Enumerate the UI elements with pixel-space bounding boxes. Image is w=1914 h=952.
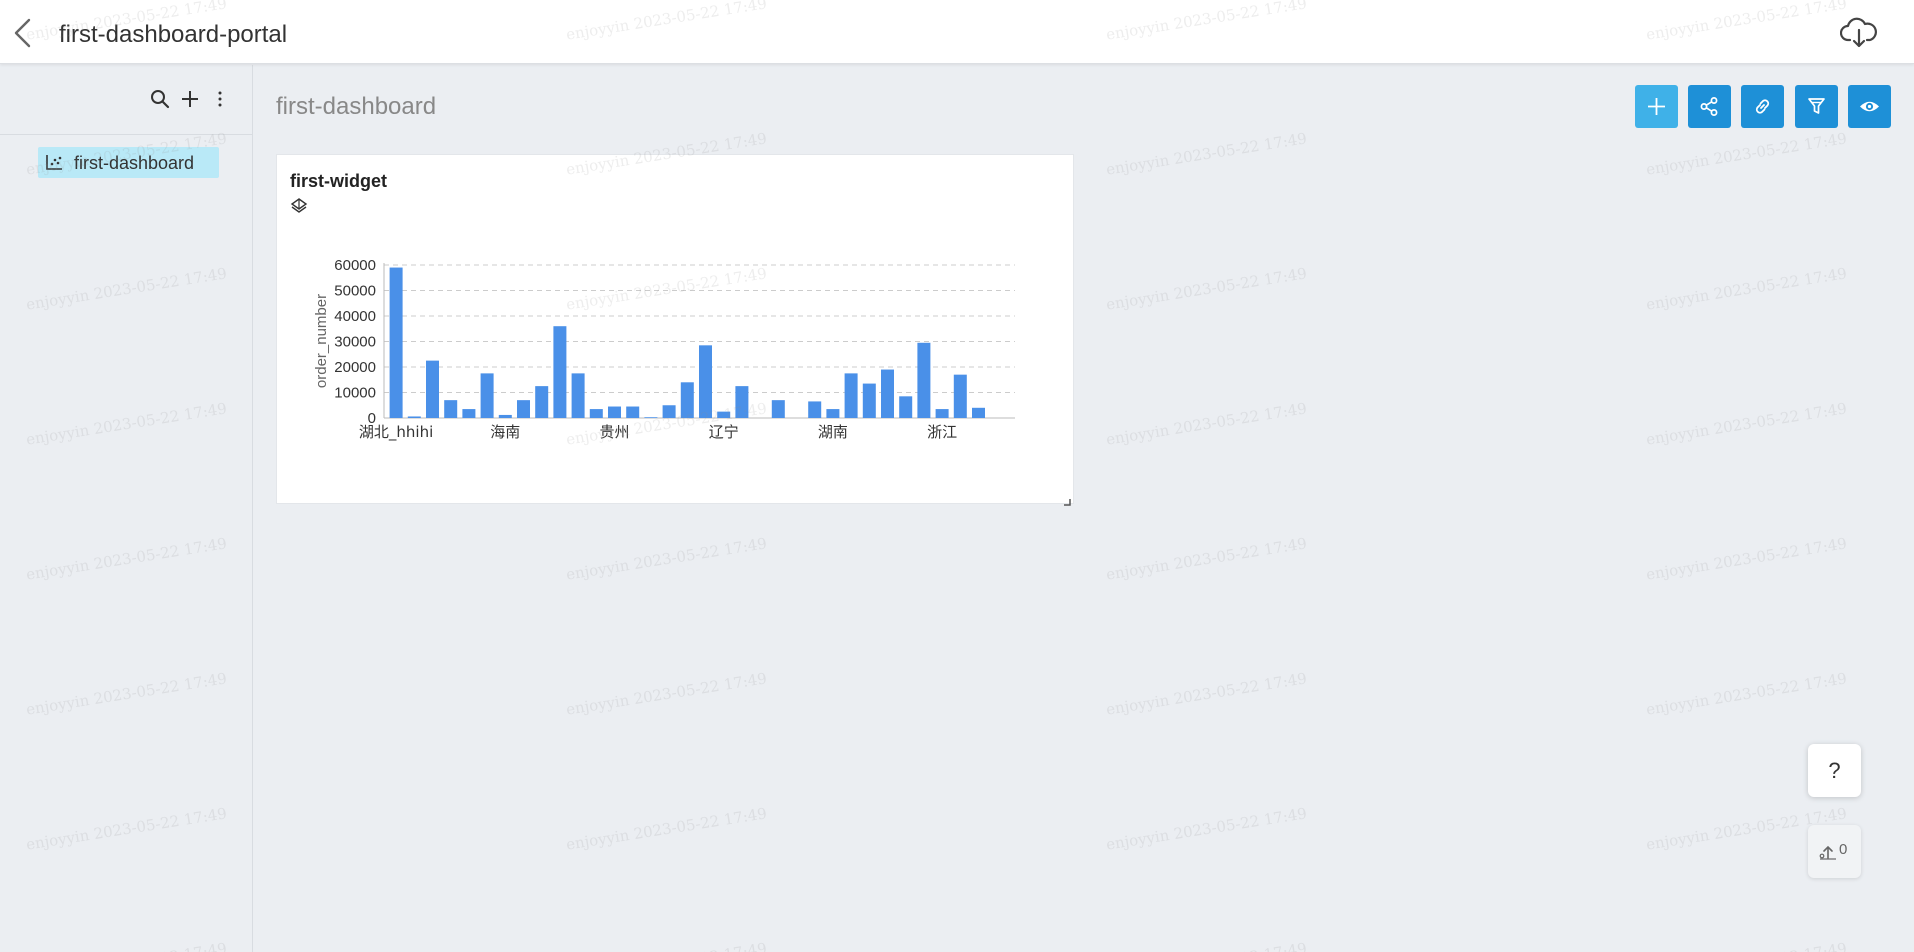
bar — [553, 326, 567, 418]
bar — [862, 383, 876, 418]
bar — [699, 345, 712, 418]
bar — [735, 386, 749, 418]
x-tick-label: 湖南 — [818, 423, 848, 441]
more-options-icon[interactable] — [209, 87, 231, 111]
y-axis-label: order_number — [313, 294, 330, 388]
y-tick-label: 30000 — [334, 334, 376, 351]
bar — [389, 267, 403, 418]
add-icon[interactable] — [179, 87, 201, 111]
bar — [517, 400, 530, 418]
watermark-text: enjoyyin 2023-05-22 17:49 — [1644, 534, 1849, 584]
bar — [480, 373, 494, 418]
chart-widget[interactable]: first-widget 0 10000 20000 30000 40000 50000 6… — [276, 154, 1074, 506]
bar — [589, 409, 603, 418]
bar — [826, 409, 840, 418]
bar — [662, 405, 676, 418]
sidebar: first-dashboard — [0, 65, 253, 952]
bar — [881, 369, 894, 418]
portal-title: first-dashboard-portal — [59, 21, 288, 48]
bar — [571, 373, 585, 418]
link-button[interactable] — [1741, 85, 1784, 128]
watermark-text: enjoyyin 2023-05-22 17:49 — [1104, 264, 1309, 314]
bar — [917, 342, 931, 418]
watermark-text: enjoyyin 2023-05-22 17:49 — [1644, 129, 1849, 179]
bar — [680, 382, 694, 418]
dashboard-title: first-dashboard — [276, 93, 437, 120]
cloud-download-icon[interactable] — [1839, 16, 1878, 50]
back-arrow-icon[interactable] — [10, 17, 36, 49]
bar — [444, 400, 458, 418]
top-bar: first-dashboard-portal — [0, 0, 1914, 64]
resize-handle-icon[interactable] — [1063, 493, 1071, 506]
y-tick-label: 20000 — [334, 359, 376, 376]
y-tick-label: 0 — [368, 410, 376, 427]
bar — [608, 406, 621, 418]
watermark-text: enjoyyin 2023-05-22 17:49 — [1104, 804, 1309, 854]
upload-count: 0 — [1839, 841, 1848, 858]
bar-chart: 0 10000 20000 30000 40000 50000 60000 order_num… — [313, 257, 1015, 442]
watermark-text: enjoyyin 2023-05-22 17:49 — [1645, 939, 1848, 952]
sidebar-toolbar — [0, 65, 253, 135]
x-tick-label: 浙江 — [927, 423, 957, 441]
watermark-text: enjoyyin 2023-05-22 17:49 — [1644, 399, 1849, 449]
preview-button[interactable] — [1848, 85, 1891, 128]
upload-button[interactable]: 0 — [1808, 825, 1861, 878]
x-tick-label: 贵州 — [599, 423, 629, 441]
help-button[interactable]: ? — [1808, 744, 1861, 797]
y-tick-label: 40000 — [334, 308, 376, 325]
bar — [935, 409, 949, 418]
bar — [808, 401, 822, 418]
sidebar-item-first-dashboard[interactable]: first-dashboard — [38, 147, 219, 178]
bar — [462, 409, 476, 418]
y-tick-label: 60000 — [334, 257, 376, 274]
bar — [717, 411, 731, 418]
y-tick-label: 50000 — [334, 283, 376, 300]
sidebar-item-label: first-dashboard — [74, 153, 195, 173]
x-tick-label: 湖北_hhihi — [359, 423, 433, 442]
watermark-text: enjoyyin 2023-05-22 17:49 — [564, 534, 769, 584]
upload-icon — [1819, 845, 1836, 860]
bar — [626, 406, 640, 418]
bar — [535, 386, 549, 418]
bar — [972, 407, 985, 418]
x-tick-label: 辽宁 — [709, 423, 739, 441]
bar — [407, 416, 421, 418]
search-icon[interactable] — [149, 87, 171, 111]
x-tick-label: 海南 — [490, 423, 520, 441]
watermark-text: enjoyyin 2023-05-22 17:49 — [1104, 129, 1309, 179]
watermark-text: enjoyyin 2023-05-22 17:49 — [1644, 669, 1849, 719]
bar — [771, 400, 785, 418]
y-tick-label: 10000 — [334, 385, 376, 402]
bar — [899, 396, 913, 418]
bar — [498, 414, 512, 418]
watermark-text: enjoyyin 2023-05-22 17:49 — [1105, 939, 1308, 952]
bar — [644, 417, 658, 418]
bar — [844, 373, 858, 418]
bar — [953, 374, 967, 418]
widget-title: first-widget — [290, 171, 387, 191]
watermark-text: enjoyyin 2023-05-22 17:49 — [564, 804, 769, 854]
drill-icon[interactable] — [290, 197, 308, 213]
watermark-text: enjoyyin 2023-05-22 17:49 — [1104, 534, 1309, 584]
chart-scatter-icon — [46, 154, 63, 170]
watermark-text: enjoyyin 2023-05-22 17:49 — [1104, 399, 1309, 449]
watermark-text: enjoyyin 2023-05-22 17:49 — [1104, 669, 1309, 719]
share-button[interactable] — [1688, 85, 1731, 128]
bar — [426, 360, 439, 418]
filter-button[interactable] — [1795, 85, 1838, 128]
watermark-text: enjoyyin 2023-05-22 17:49 — [565, 939, 768, 952]
watermark-text: enjoyyin 2023-05-22 17:49 — [564, 669, 769, 719]
add-widget-button[interactable] — [1635, 85, 1678, 128]
help-label: ? — [1828, 758, 1841, 783]
watermark-text: enjoyyin 2023-05-22 17:49 — [1644, 264, 1849, 314]
